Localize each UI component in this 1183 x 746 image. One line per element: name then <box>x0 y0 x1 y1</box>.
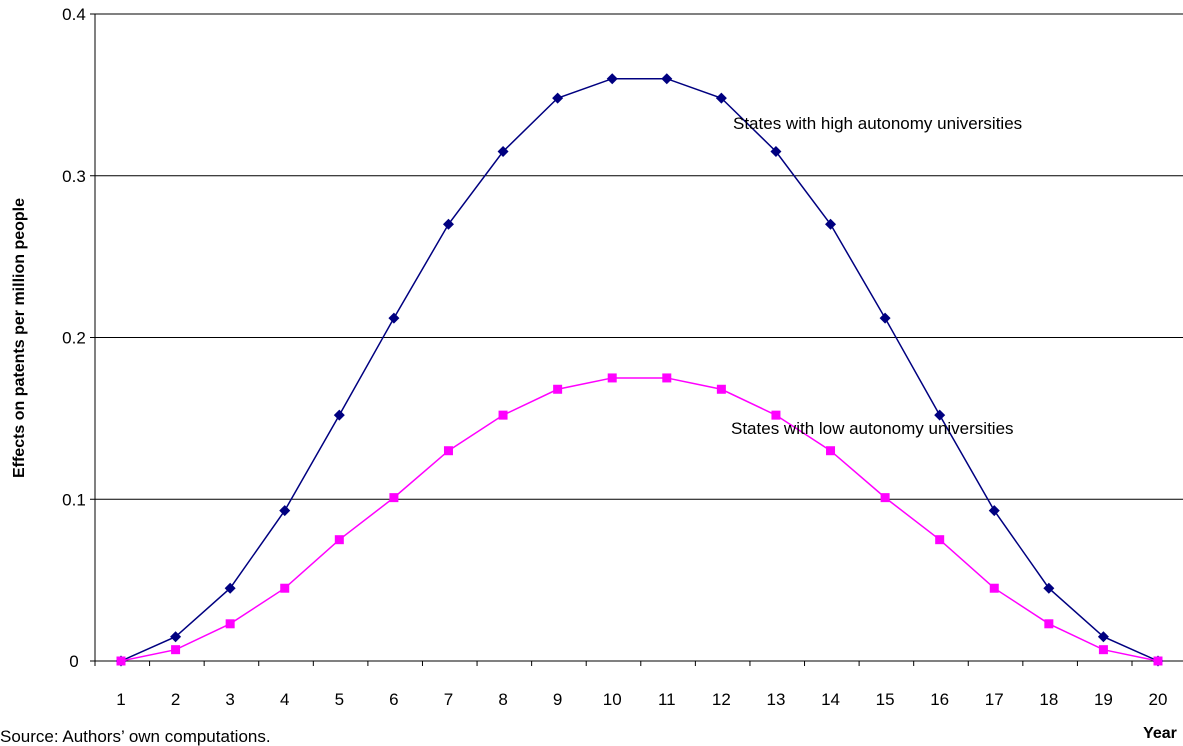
x-tick-label: 7 <box>444 690 453 709</box>
x-tick-label: 16 <box>930 690 949 709</box>
source-note: Source: Authors’ own computations. <box>0 727 271 746</box>
data-point-square <box>389 493 399 503</box>
data-point-diamond <box>825 218 837 230</box>
x-tick-label: 19 <box>1094 690 1113 709</box>
x-tick-label: 18 <box>1039 690 1058 709</box>
data-point-diamond <box>388 312 400 324</box>
data-point-diamond <box>333 409 345 421</box>
data-point-diamond <box>934 409 946 421</box>
data-point-diamond <box>497 145 509 157</box>
data-point-diamond <box>1097 631 1109 643</box>
x-tick-label: 5 <box>335 690 344 709</box>
data-point-square <box>880 493 890 503</box>
data-point-square <box>935 535 945 545</box>
data-point-square <box>1153 656 1163 666</box>
data-point-diamond <box>661 73 673 85</box>
x-tick-label: 8 <box>498 690 507 709</box>
data-point-square <box>662 373 672 383</box>
x-tick-label: 2 <box>171 690 180 709</box>
data-point-square <box>771 410 781 420</box>
data-point-diamond <box>879 312 891 324</box>
data-point-diamond <box>1043 582 1055 594</box>
annotation-low-autonomy: States with low autonomy universities <box>731 419 1014 438</box>
series-line-high-autonomy <box>120 77 1159 662</box>
data-point-diamond <box>715 92 727 104</box>
data-point-square <box>443 446 453 456</box>
data-point-square <box>1044 619 1054 629</box>
data-point-square <box>498 410 508 420</box>
data-point-square <box>1098 645 1108 655</box>
x-tick-label: 14 <box>821 690 840 709</box>
data-point-diamond <box>170 631 182 643</box>
x-tick-label: 6 <box>389 690 398 709</box>
x-tick-label: 9 <box>553 690 562 709</box>
x-tick-label: 20 <box>1149 690 1168 709</box>
y-tick-label: 0.2 <box>62 329 86 348</box>
series-low-autonomy <box>116 373 1163 666</box>
x-tick-label: 15 <box>876 690 895 709</box>
y-axis-title: Effects on patents per million people <box>11 198 28 478</box>
data-point-diamond <box>224 582 236 594</box>
y-tick-label: 0.4 <box>62 5 86 24</box>
x-tick-label: 10 <box>603 690 622 709</box>
tick-labels: 00.10.20.30.41 2 3 4 5 6 7 8 9 10 11 12 13 14 15 16 17 18… <box>62 5 1167 709</box>
x-tick-label: 3 <box>225 690 234 709</box>
x-tick-label: 4 <box>280 690 289 709</box>
y-tick-label: 0 <box>69 652 78 671</box>
data-point-square <box>171 645 181 655</box>
x-tick-label: 13 <box>766 690 785 709</box>
x-tick-label: 1 <box>116 690 125 709</box>
data-point-diamond <box>279 505 291 517</box>
y-tick-label: 0.3 <box>62 167 86 186</box>
data-point-diamond <box>442 218 454 230</box>
data-point-square <box>225 619 235 629</box>
y-tick-label: 0.1 <box>62 490 86 509</box>
data-point-diamond <box>770 145 782 157</box>
data-point-square <box>826 446 836 456</box>
data-point-diamond <box>552 92 564 104</box>
series-line-low-autonomy <box>120 377 1159 662</box>
x-tick-label: 11 <box>658 690 676 709</box>
data-point-square <box>553 384 563 394</box>
gridlines <box>95 13 1183 500</box>
x-tick-label: 17 <box>985 690 1004 709</box>
series-group <box>115 73 1164 667</box>
data-point-square <box>280 583 290 593</box>
data-point-diamond <box>606 73 618 85</box>
data-point-square <box>989 583 999 593</box>
data-point-square <box>334 535 344 545</box>
x-tick-label: 12 <box>712 690 731 709</box>
data-point-square <box>716 384 726 394</box>
annotation-high-autonomy: States with high autonomy universities <box>733 114 1022 133</box>
data-point-square <box>116 656 126 666</box>
x-axis-title: Year <box>1143 725 1177 742</box>
data-point-diamond <box>988 505 1000 517</box>
axes <box>90 13 1183 666</box>
series-high-autonomy <box>115 73 1164 667</box>
data-point-square <box>607 373 617 383</box>
